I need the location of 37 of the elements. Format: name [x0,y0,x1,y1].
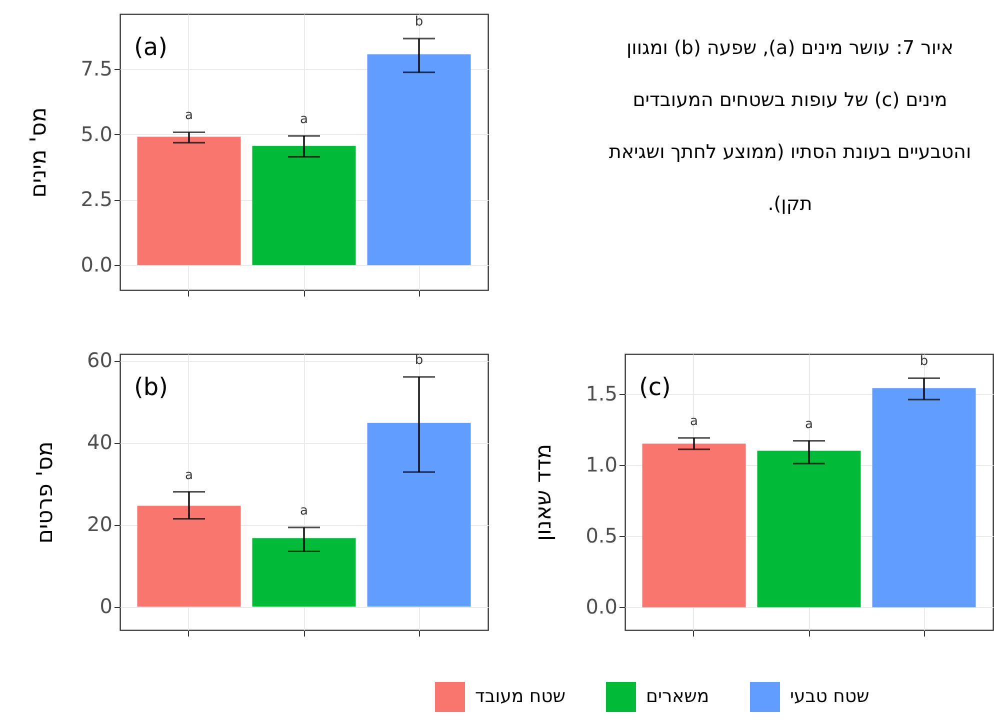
annotation: a [185,468,193,483]
y-tick-label: 5.0 [80,122,112,146]
y-tick-label: 0.0 [80,252,112,277]
annotation: a [300,503,308,518]
text: (a) [134,33,168,61]
annotation: a [185,108,193,124]
legend-label: משארים [646,686,710,707]
y-tick-label: 1.0 [586,452,618,476]
annotation: a [300,112,308,127]
annotation: a [805,416,813,432]
y-tick-label: 7.5 [80,56,112,80]
bar [252,538,356,607]
legend-label: שטח טבעי [790,686,870,707]
y-tick-label: 0.0 [586,594,618,619]
y-tick-label: 2.5 [80,187,112,212]
bar [137,136,241,266]
bar [137,506,241,607]
annotation: a [690,414,698,429]
y-tick-label: 20 [87,512,112,536]
text: (b) [134,373,168,401]
text: (c) [639,373,671,401]
annotation: b [414,14,424,30]
annotation: b [920,354,928,370]
y-tick-label: 1.5 [586,381,618,406]
bar [367,422,471,607]
bar [367,54,471,266]
chart-title: איור 7: עושר מינים (a), שפעה (b) ומגוון מינים (c) של עופות בשטחים המעובדים והטבעיים בעונת הסתיו (ממוצע לחתך ושגיאת תקן). [608,37,972,215]
y-tick-label: 60 [87,348,112,372]
y-tick-label: 0 [100,594,112,618]
y-tick-label: 0.5 [586,524,618,548]
bar [252,146,356,266]
legend-label: שטח מעובד [475,686,566,707]
annotation: b [414,352,424,368]
y-axis-title: מדד שאנון [532,444,557,542]
y-axis-title: מס' פרטים [33,441,58,544]
y-axis-title: מס' מינים [26,107,52,198]
y-tick-label: 40 [87,430,112,454]
